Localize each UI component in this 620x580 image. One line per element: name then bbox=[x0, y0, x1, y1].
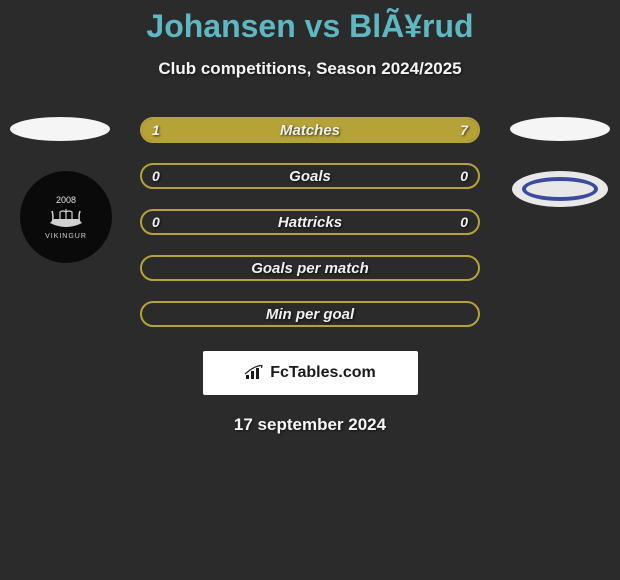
brand-text: FcTables.com bbox=[270, 364, 376, 382]
date: 17 september 2024 bbox=[0, 415, 620, 435]
left-team-logo: 2008 VIKINGUR bbox=[20, 171, 112, 263]
right-team-logo bbox=[512, 171, 608, 207]
right-logo-ring-icon bbox=[522, 177, 598, 201]
logo-team-name: VIKINGUR bbox=[45, 233, 87, 240]
stat-bar: 17Matches bbox=[140, 117, 480, 143]
bar-label: Matches bbox=[142, 119, 478, 141]
stat-bar: Min per goal bbox=[140, 301, 480, 327]
bar-label: Goals per match bbox=[142, 257, 478, 279]
stat-bar: 00Goals bbox=[140, 163, 480, 189]
vikingur-logo-icon: 2008 VIKINGUR bbox=[31, 182, 101, 252]
bar-label: Goals bbox=[142, 165, 478, 187]
fctables-chart-icon bbox=[244, 365, 264, 381]
bar-label: Hattricks bbox=[142, 211, 478, 233]
viking-ship-icon bbox=[46, 205, 86, 233]
comparison-bars: 17Matches 00Goals 00Hattricks Goals per mat… bbox=[140, 117, 480, 327]
right-team-ellipse bbox=[510, 117, 610, 141]
left-team-ellipse bbox=[10, 117, 110, 141]
bar-label: Min per goal bbox=[142, 303, 478, 325]
brand-box: FcTables.com bbox=[203, 351, 418, 395]
stats-area: 2008 VIKINGUR 17Matches 00Goals 00Hattrick… bbox=[0, 117, 620, 327]
logo-year: 2008 bbox=[56, 195, 76, 205]
subtitle: Club competitions, Season 2024/2025 bbox=[0, 59, 620, 79]
stat-bar: 00Hattricks bbox=[140, 209, 480, 235]
stat-bar: Goals per match bbox=[140, 255, 480, 281]
page-title: Johansen vs BlÃ¥rud bbox=[0, 0, 620, 45]
